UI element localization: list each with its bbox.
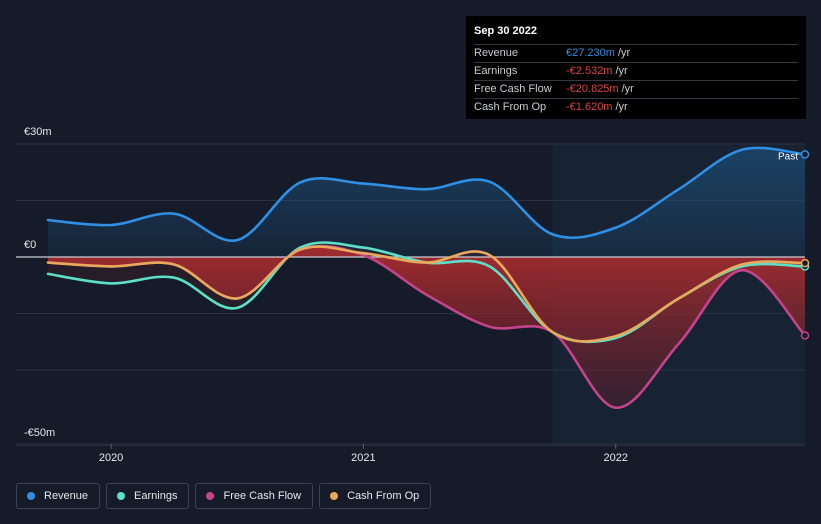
- x-tick-label: 2021: [351, 452, 375, 464]
- tooltip-value: -€1.620m: [566, 101, 613, 113]
- legend-dot-icon: [330, 492, 339, 500]
- tooltip-date: Sep 30 2022: [474, 25, 537, 37]
- endpoint-revenue: [800, 150, 810, 159]
- area-cash-from-op: [48, 246, 805, 342]
- legend-dot-icon: [206, 492, 215, 500]
- x-tick-label: 2020: [99, 452, 123, 464]
- tooltip-value: -€2.532m: [566, 65, 613, 77]
- area-free-cash-flow: [48, 246, 805, 408]
- legend-label: Earnings: [134, 490, 178, 502]
- legend-dot-icon: [117, 492, 126, 500]
- tooltip-unit: /yr: [615, 101, 628, 113]
- x-tick-label: 2022: [604, 452, 628, 464]
- tooltip-label: Free Cash Flow: [474, 83, 552, 95]
- tooltip-unit: /yr: [621, 83, 634, 95]
- legend-item-earnings[interactable]: Earnings: [106, 483, 190, 509]
- area-revenue: [48, 147, 805, 257]
- tooltip-row: Free Cash Flow -€20.825m/yr: [474, 80, 798, 98]
- past-label: Past: [778, 151, 798, 162]
- tooltip-unit: /yr: [615, 65, 628, 77]
- legend-label: Revenue: [44, 490, 89, 502]
- endpoint-free-cash-flow: [800, 331, 810, 340]
- endpoint-cash-from-op: [800, 258, 810, 268]
- tooltip-value: €27.230m: [566, 47, 615, 59]
- legend-item-revenue[interactable]: Revenue: [16, 483, 101, 509]
- tooltip: Sep 30 2022 Revenue €27.230m/yr Earnings -€…: [466, 16, 806, 119]
- tooltip-value: -€20.825m: [566, 83, 619, 95]
- tooltip-row: Cash From Op -€1.620m/yr: [474, 98, 798, 116]
- line-cash-from-op: [46, 245, 805, 343]
- y-tick-label: -€50m: [24, 427, 56, 440]
- line-revenue: [46, 146, 805, 242]
- legend-item-free-cash-flow[interactable]: Free Cash Flow: [195, 483, 314, 509]
- legend: Revenue Earnings Free Cash Flow Cash From O…: [16, 483, 432, 511]
- y-tick-label: €0: [24, 239, 37, 251]
- legend-item-cash-from-op[interactable]: Cash From Op: [319, 483, 432, 509]
- legend-label: Free Cash Flow: [223, 490, 302, 502]
- tooltip-label: Cash From Op: [474, 101, 547, 113]
- legend-dot-icon: [27, 492, 35, 500]
- tooltip-label: Revenue: [474, 47, 519, 59]
- tooltip-unit: /yr: [617, 47, 631, 59]
- tooltip-label: Earnings: [474, 65, 518, 77]
- legend-label: Cash From Op: [347, 490, 420, 502]
- tooltip-row: Revenue €27.230m/yr: [474, 44, 798, 62]
- tooltip-row: Earnings -€2.532m/yr: [474, 62, 798, 80]
- y-tick-label: €30m: [24, 126, 52, 138]
